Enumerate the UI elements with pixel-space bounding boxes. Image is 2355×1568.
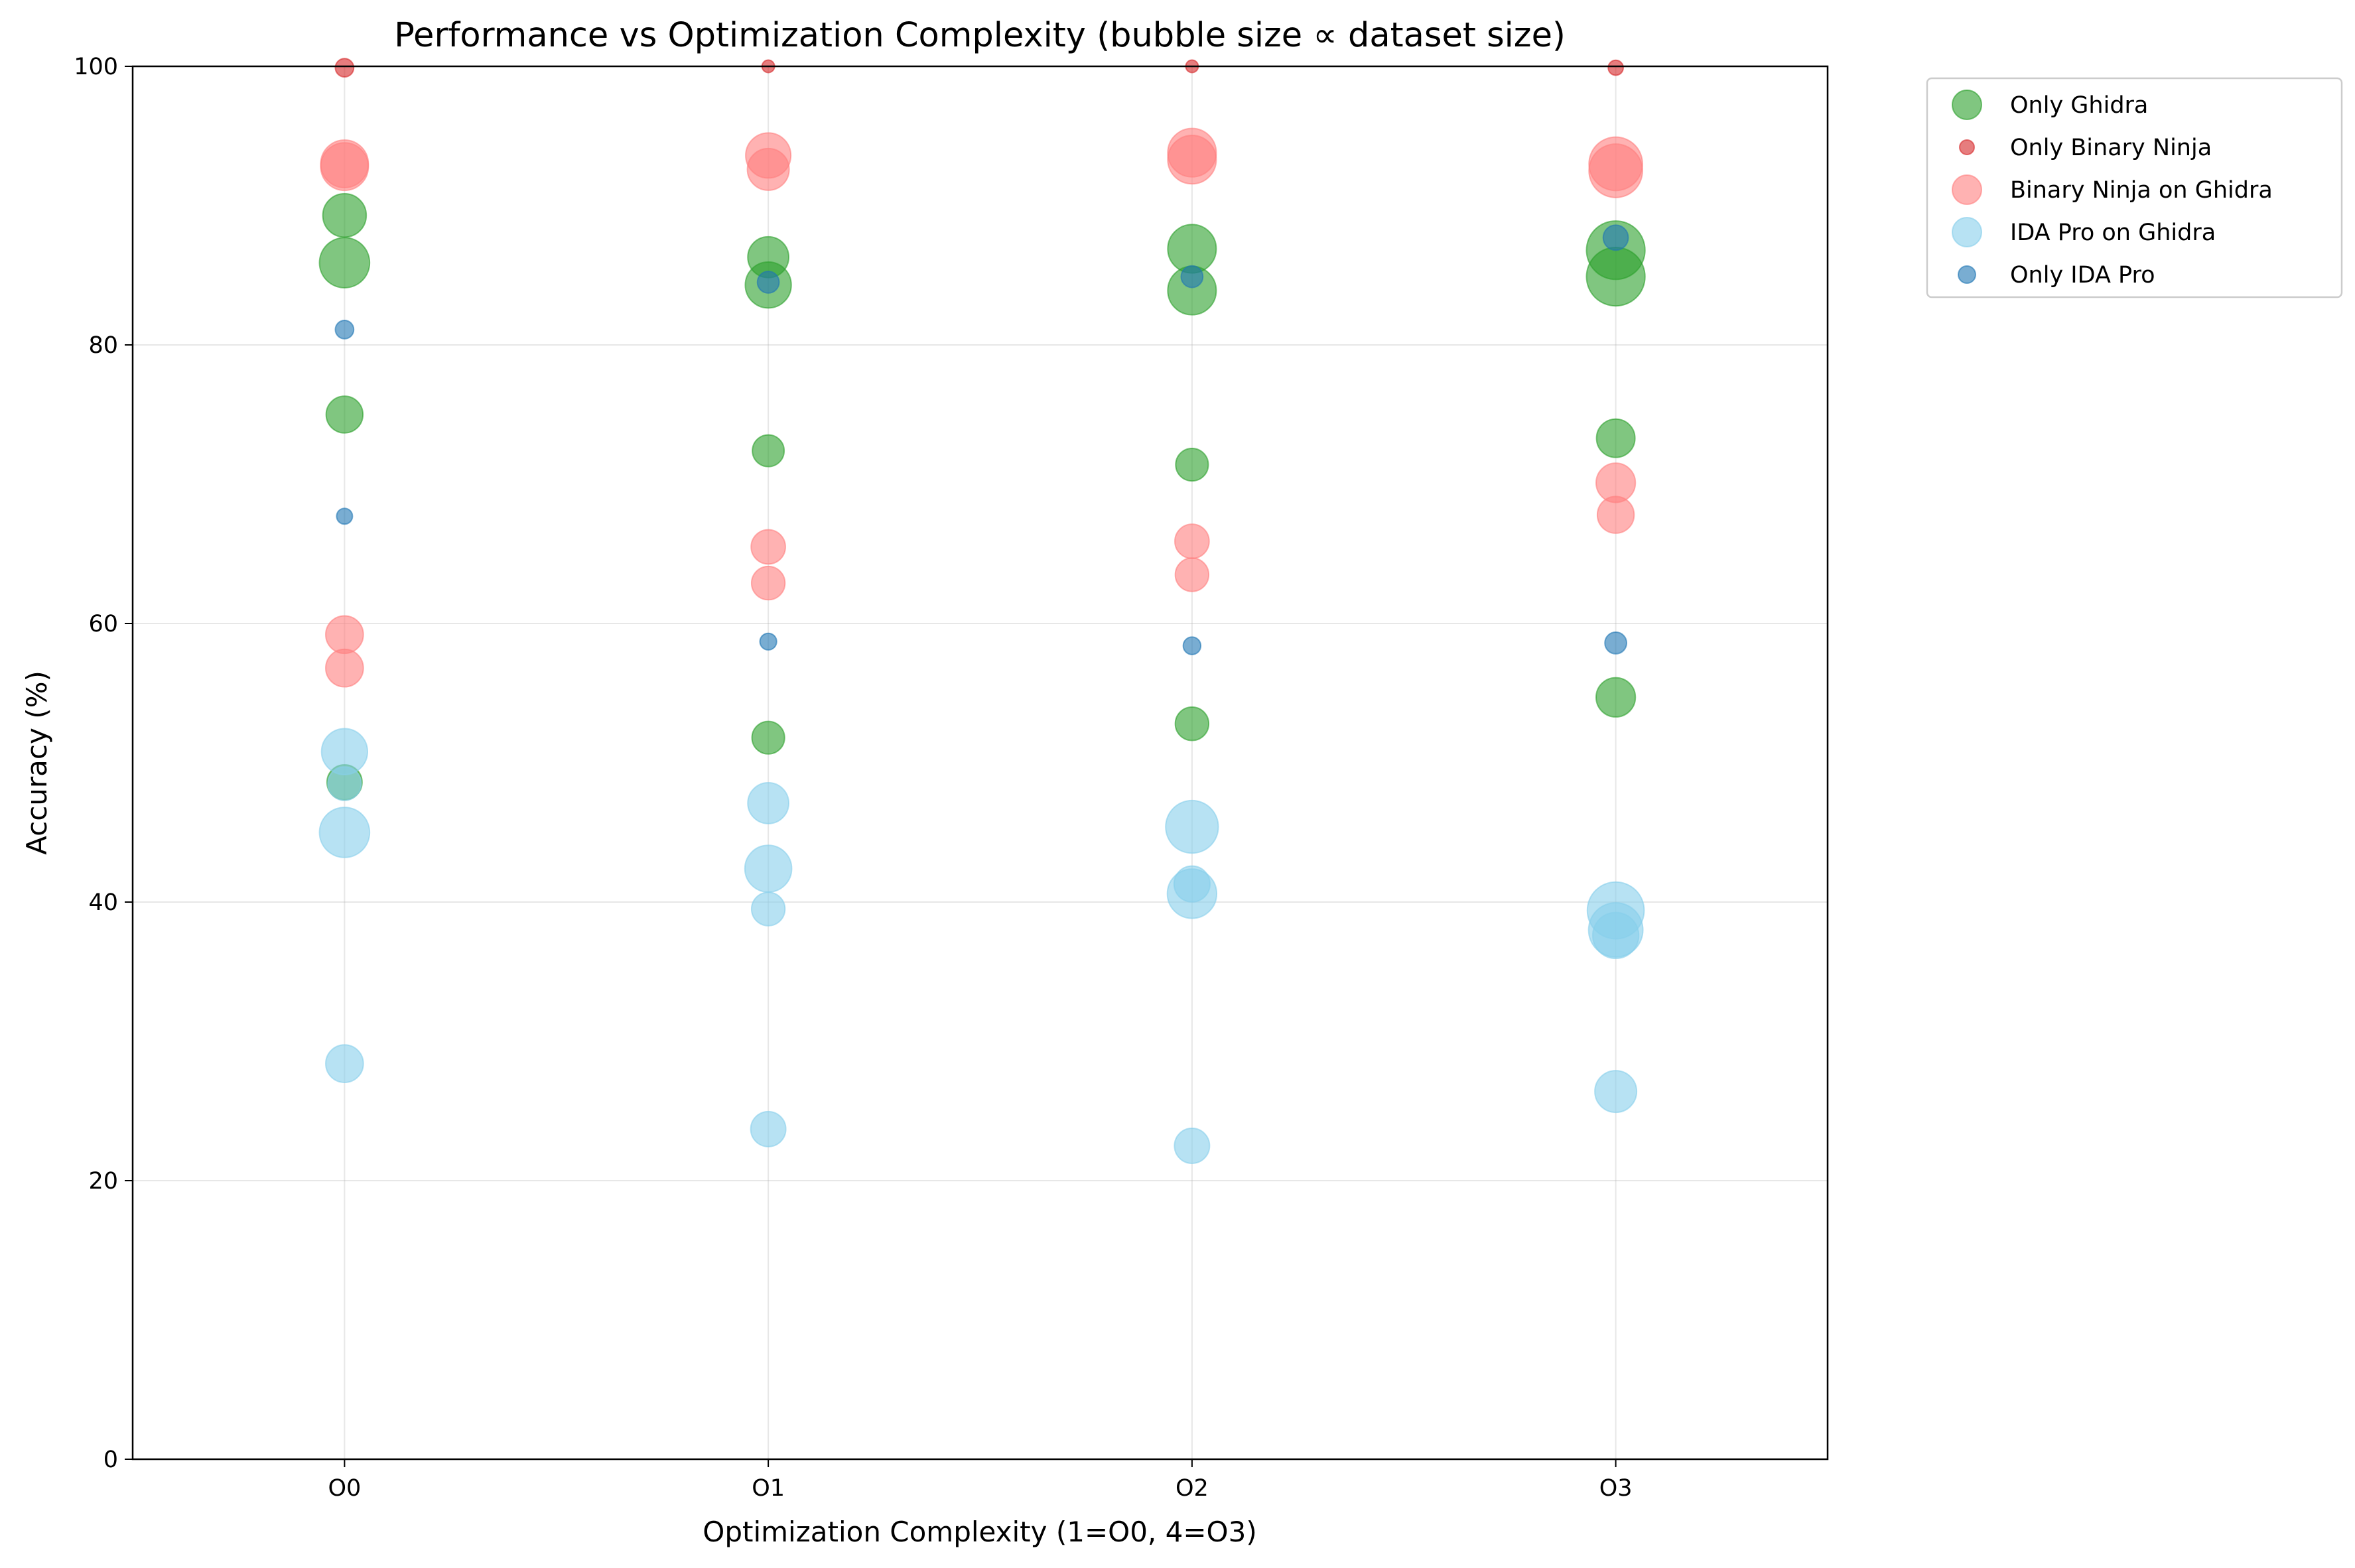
legend-marker — [1958, 265, 1976, 284]
data-point — [325, 648, 364, 688]
data-point — [1591, 911, 1640, 960]
x-tick-label: O1 — [752, 1475, 785, 1502]
data-point — [752, 434, 785, 468]
data-point — [318, 807, 371, 858]
data-points — [318, 58, 1646, 1164]
y-tick-label: 100 — [74, 54, 118, 80]
data-point — [1180, 265, 1204, 289]
legend-marker — [1952, 217, 1982, 247]
data-point — [1607, 59, 1624, 76]
y-axis-label: Accuracy (%) — [21, 671, 53, 855]
data-point — [325, 615, 364, 655]
x-axis-label: Optimization Complexity (1=O0, 4=O3) — [703, 1516, 1256, 1548]
data-point — [334, 320, 355, 340]
data-point — [1174, 706, 1210, 742]
data-point — [750, 891, 786, 927]
x-tick-label: O2 — [1176, 1475, 1209, 1502]
data-point — [322, 192, 368, 238]
x-tick-label: O3 — [1599, 1475, 1633, 1502]
data-point — [1175, 448, 1209, 482]
data-point — [1166, 868, 1218, 919]
data-point — [1596, 495, 1635, 534]
data-point — [325, 1044, 364, 1083]
axis-ticks: O0 O1 O2 O3 0 20 40 60 80 100 — [74, 54, 1632, 1502]
data-point — [1174, 523, 1210, 559]
data-point — [320, 142, 370, 192]
chart-title: Performance vs Optimization Complexity (… — [394, 16, 1566, 55]
data-point — [751, 720, 785, 755]
data-point — [1594, 1070, 1638, 1114]
data-point — [747, 782, 789, 824]
legend-label: Only Ghidra — [2010, 92, 2148, 119]
y-tick-label: 0 — [103, 1447, 118, 1473]
data-point — [1595, 418, 1636, 458]
series-ida-pro-on-ghidra — [318, 728, 1645, 1164]
data-point — [318, 237, 371, 289]
data-point — [750, 529, 786, 565]
plot-frame — [131, 65, 1829, 1461]
data-point — [1602, 224, 1629, 251]
x-tick-label: O0 — [328, 1475, 361, 1502]
legend-label: Binary Ninja on Ghidra — [2010, 177, 2273, 204]
data-point — [1595, 677, 1637, 718]
data-point — [1182, 636, 1202, 655]
data-point — [1174, 1128, 1211, 1164]
legend: Only Ghidra Only Binary Ninja Binary Ninja… — [1926, 77, 2343, 298]
data-point — [1604, 631, 1628, 655]
data-point — [1167, 135, 1217, 185]
legend-label: Only Binary Ninja — [2010, 135, 2212, 161]
data-point — [750, 1110, 787, 1147]
y-tick-label: 20 — [88, 1168, 118, 1195]
series-only-binary-ninja — [334, 58, 1624, 78]
data-point — [1588, 143, 1643, 198]
legend-label: IDA Pro on Ghidra — [2010, 220, 2216, 246]
series-only-ghidra — [318, 192, 1646, 801]
data-point — [336, 507, 354, 525]
series-binary-ninja-on-ghidra — [320, 127, 1643, 688]
y-tick-label: 40 — [88, 889, 118, 916]
legend-marker — [1952, 174, 1982, 205]
data-point — [759, 632, 777, 651]
legend-marker — [1959, 139, 1975, 155]
grid-lines — [133, 66, 1828, 1459]
data-point — [325, 395, 364, 434]
data-point — [746, 147, 790, 191]
legend-marker — [1952, 90, 1982, 120]
data-point — [744, 844, 793, 893]
data-point — [756, 271, 780, 294]
data-point — [334, 58, 355, 78]
y-tick-label: 60 — [88, 611, 118, 637]
data-point — [1585, 247, 1646, 307]
series-only-ida-pro — [334, 224, 1629, 655]
data-point — [1174, 557, 1210, 592]
data-point — [327, 766, 362, 801]
data-point — [750, 565, 786, 601]
legend-label: Only IDA Pro — [2010, 262, 2155, 289]
data-point — [1165, 799, 1219, 854]
legend-box — [1926, 77, 2343, 298]
y-tick-label: 80 — [88, 332, 118, 359]
